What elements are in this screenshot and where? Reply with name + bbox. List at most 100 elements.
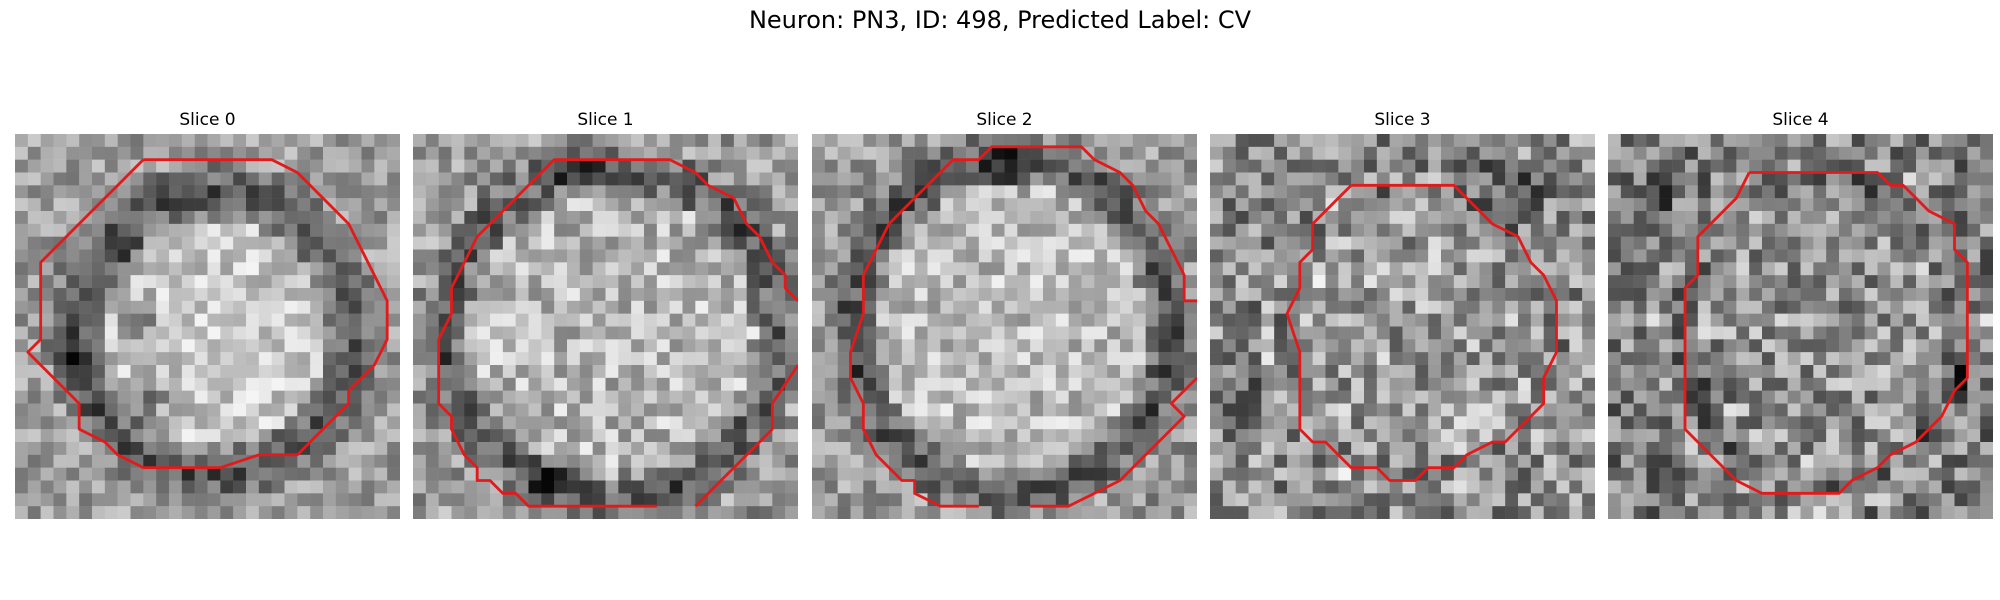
image-pixel bbox=[1453, 403, 1467, 417]
image-pixel bbox=[1505, 313, 1519, 327]
image-pixel bbox=[669, 365, 683, 379]
image-pixel bbox=[1158, 454, 1172, 468]
image-pixel bbox=[1210, 300, 1224, 314]
image-pixel bbox=[1967, 467, 1981, 481]
image-pixel bbox=[27, 211, 41, 225]
image-pixel bbox=[605, 377, 619, 391]
image-pixel bbox=[258, 467, 272, 481]
image-pixel bbox=[785, 159, 798, 173]
image-pixel bbox=[1261, 454, 1275, 468]
image-pixel bbox=[1582, 506, 1595, 519]
image-pixel bbox=[1954, 288, 1968, 302]
image-pixel bbox=[901, 185, 915, 199]
image-pixel bbox=[413, 339, 427, 353]
image-pixel bbox=[889, 506, 903, 519]
image-pixel bbox=[1338, 262, 1352, 276]
image-pixel bbox=[220, 185, 234, 199]
image-pixel bbox=[1453, 198, 1467, 212]
image-pixel bbox=[1543, 223, 1557, 237]
image-pixel bbox=[618, 467, 632, 481]
image-pixel bbox=[1787, 198, 1801, 212]
image-pixel bbox=[374, 442, 388, 456]
image-pixel bbox=[1428, 390, 1442, 404]
image-pixel bbox=[1672, 390, 1686, 404]
image-pixel bbox=[914, 159, 928, 173]
image-pixel bbox=[1030, 185, 1044, 199]
image-pixel bbox=[1415, 313, 1429, 327]
image-pixel bbox=[554, 403, 568, 417]
image-pixel bbox=[348, 339, 362, 353]
image-pixel bbox=[1851, 288, 1865, 302]
image-pixel bbox=[1903, 454, 1917, 468]
region-contour bbox=[1683, 171, 1969, 495]
image-pixel bbox=[477, 211, 491, 225]
image-pixel bbox=[1132, 223, 1146, 237]
image-pixel bbox=[323, 249, 337, 263]
image-pixel bbox=[1928, 159, 1942, 173]
image-pixel bbox=[104, 480, 118, 494]
image-pixel bbox=[1608, 236, 1622, 250]
image-pixel bbox=[579, 159, 593, 173]
image-pixel bbox=[335, 185, 349, 199]
image-pixel bbox=[695, 198, 709, 212]
image-pixel bbox=[220, 326, 234, 340]
image-pixel bbox=[528, 390, 542, 404]
image-pixel bbox=[1800, 493, 1814, 507]
image-pixel bbox=[618, 185, 632, 199]
image-pixel bbox=[592, 403, 606, 417]
image-pixel bbox=[863, 146, 877, 160]
image-pixel bbox=[876, 134, 890, 148]
image-pixel bbox=[812, 300, 826, 314]
slice-image bbox=[413, 134, 798, 519]
image-pixel bbox=[541, 467, 555, 481]
image-pixel bbox=[1287, 172, 1301, 186]
image-pixel bbox=[1518, 480, 1532, 494]
image-pixel bbox=[1620, 390, 1634, 404]
image-pixel bbox=[1441, 211, 1455, 225]
image-pixel bbox=[1543, 300, 1557, 314]
image-pixel bbox=[528, 223, 542, 237]
image-pixel bbox=[1903, 134, 1917, 148]
image-pixel bbox=[104, 467, 118, 481]
image-pixel bbox=[1890, 198, 1904, 212]
image-pixel bbox=[284, 377, 298, 391]
image-pixel bbox=[1017, 159, 1031, 173]
image-pixel bbox=[682, 480, 696, 494]
image-pixel bbox=[1505, 442, 1519, 456]
image-pixel bbox=[502, 493, 516, 507]
image-pixel bbox=[1132, 134, 1146, 148]
image-pixel bbox=[1145, 288, 1159, 302]
image-pixel bbox=[991, 300, 1005, 314]
image-pixel bbox=[1158, 416, 1172, 430]
image-pixel bbox=[425, 146, 439, 160]
image-pixel bbox=[1184, 172, 1197, 186]
image-pixel bbox=[348, 211, 362, 225]
image-pixel bbox=[1518, 467, 1532, 481]
image-pixel bbox=[130, 288, 144, 302]
image-pixel bbox=[1145, 429, 1159, 443]
image-pixel bbox=[1299, 377, 1313, 391]
image-pixel bbox=[169, 288, 183, 302]
image-pixel bbox=[374, 236, 388, 250]
image-pixel bbox=[966, 313, 980, 327]
image-pixel bbox=[1903, 480, 1917, 494]
image-pixel bbox=[528, 506, 542, 519]
image-pixel bbox=[1274, 506, 1288, 519]
image-pixel bbox=[1132, 211, 1146, 225]
image-pixel bbox=[1094, 236, 1108, 250]
image-pixel bbox=[1017, 352, 1031, 366]
image-pixel bbox=[554, 429, 568, 443]
image-pixel bbox=[1094, 403, 1108, 417]
image-pixel bbox=[1518, 326, 1532, 340]
image-pixel bbox=[438, 467, 452, 481]
image-pixel bbox=[1222, 339, 1236, 353]
image-pixel bbox=[1813, 185, 1827, 199]
image-pixel bbox=[1415, 236, 1429, 250]
image-pixel bbox=[824, 198, 838, 212]
image-pixel bbox=[1184, 493, 1197, 507]
image-pixel bbox=[387, 442, 400, 456]
image-pixel bbox=[863, 403, 877, 417]
image-pixel bbox=[1826, 262, 1840, 276]
image-pixel bbox=[1055, 185, 1069, 199]
image-pixel bbox=[1749, 352, 1763, 366]
